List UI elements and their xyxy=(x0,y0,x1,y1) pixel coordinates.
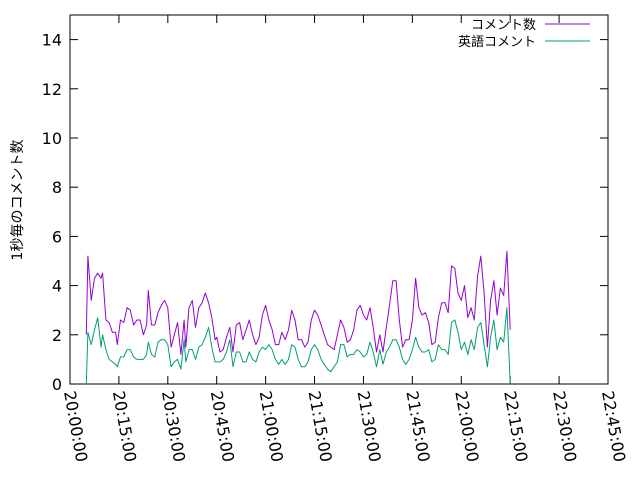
x-tick-label: 20:15:00 xyxy=(109,389,140,463)
x-tick-label: 21:15:00 xyxy=(305,389,336,463)
y-tick-label: 6 xyxy=(52,227,62,246)
y-tick-label: 4 xyxy=(52,277,62,296)
series-lines xyxy=(85,250,511,385)
series-line-0 xyxy=(85,250,511,355)
x-tick-label: 22:15:00 xyxy=(500,389,531,463)
x-tick-label: 20:45:00 xyxy=(207,389,238,463)
x-tick-label: 21:30:00 xyxy=(354,389,385,463)
y-axis-ticks: 0 2 4 6 8 10 12 14 xyxy=(42,31,608,394)
legend-label-1: 英語コメント xyxy=(458,34,536,50)
legend: コメント数 英語コメント xyxy=(458,18,590,50)
x-tick-label: 20:30:00 xyxy=(158,389,189,463)
x-tick-label: 22:00:00 xyxy=(451,389,482,463)
x-tick-label: 21:00:00 xyxy=(256,389,287,463)
y-tick-label: 12 xyxy=(42,80,62,99)
x-tick-label: 22:30:00 xyxy=(549,389,580,463)
y-tick-label: 2 xyxy=(52,326,62,345)
legend-label-0: コメント数 xyxy=(471,18,536,33)
y-tick-label: 8 xyxy=(52,178,62,197)
x-tick-label: 22:45:00 xyxy=(598,389,629,463)
x-tick-label: 20:00:00 xyxy=(60,389,91,463)
y-tick-label: 14 xyxy=(42,31,62,50)
y-axis-label: 1秒毎のコメント数 xyxy=(10,140,26,261)
plot-frame xyxy=(69,14,609,385)
y-tick-label: 0 xyxy=(52,375,62,394)
x-tick-label: 21:45:00 xyxy=(402,389,433,463)
y-tick-label: 10 xyxy=(42,129,62,148)
x-axis-ticks: 20:00:00 20:15:00 20:30:00 20:45:00 21:00:00… xyxy=(60,15,629,463)
series-line-1 xyxy=(85,307,511,385)
